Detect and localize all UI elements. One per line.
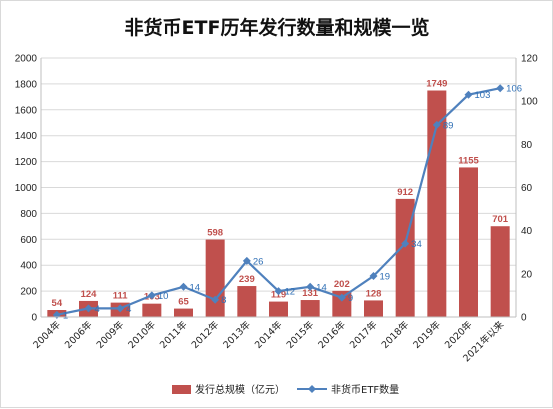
right-y-tick-label: 80 bbox=[521, 140, 533, 151]
line-point bbox=[274, 287, 283, 296]
bar bbox=[427, 90, 447, 317]
left-y-tick-label: 1800 bbox=[15, 79, 38, 90]
left-y-tick-label: 1200 bbox=[15, 157, 38, 168]
line-data-label: 34 bbox=[411, 239, 422, 250]
bar-data-label: 202 bbox=[334, 279, 350, 290]
x-tick-label: 2019年 bbox=[411, 318, 444, 351]
left-y-tick-label: 1400 bbox=[15, 131, 38, 142]
bar bbox=[269, 301, 288, 317]
line-data-label: 10 bbox=[158, 291, 169, 302]
bar bbox=[459, 167, 478, 317]
line-point bbox=[496, 84, 505, 93]
legend-line-marker bbox=[308, 385, 316, 393]
bar-data-label: 1749 bbox=[426, 79, 447, 90]
line-point bbox=[337, 293, 346, 302]
line-point bbox=[211, 295, 220, 304]
x-tick-label: 2013年 bbox=[221, 318, 254, 351]
legend-bar-swatch bbox=[172, 385, 191, 394]
line-data-label: 4 bbox=[126, 304, 131, 315]
bar bbox=[174, 308, 193, 317]
line-point bbox=[306, 282, 315, 291]
bar bbox=[237, 286, 257, 317]
right-y-tick-label: 40 bbox=[521, 226, 533, 237]
left-y-tick-label: 0 bbox=[31, 313, 37, 324]
left-y-tick-label: 2000 bbox=[15, 54, 38, 65]
x-tick-label: 2012年 bbox=[189, 318, 222, 351]
line-data-label: 89 bbox=[443, 120, 454, 131]
bar-data-label: 54 bbox=[52, 298, 63, 309]
x-tick-label: 2006年 bbox=[62, 318, 95, 351]
bar bbox=[142, 303, 162, 317]
line-data-label: 19 bbox=[380, 271, 391, 282]
x-tick-label: 2020年 bbox=[442, 318, 475, 351]
right-y-axis: 0 20 40 60 80 100 120 bbox=[515, 54, 538, 324]
left-y-tick-label: 1600 bbox=[15, 105, 38, 116]
bar-data-label: 131 bbox=[302, 288, 319, 299]
x-tick-label: 2009年 bbox=[94, 318, 127, 351]
chart-title: 非货币ETF历年发行数量和规模一览 bbox=[125, 16, 430, 39]
line-data-label: 1 bbox=[63, 310, 68, 321]
legend-bar-label: 发行总规模（亿元） bbox=[195, 383, 285, 396]
line-data-label: 14 bbox=[316, 282, 327, 293]
line-point bbox=[116, 304, 125, 313]
left-y-tick-label: 1000 bbox=[15, 183, 38, 194]
line-data-label: 26 bbox=[253, 256, 264, 267]
bar-data-label: 111 bbox=[113, 291, 129, 302]
legend: 发行总规模（亿元） 非货币ETF数量 bbox=[172, 383, 399, 396]
left-y-tick-label: 400 bbox=[20, 261, 37, 272]
bar-data-label: 701 bbox=[492, 214, 509, 225]
line-data-label: 106 bbox=[506, 84, 522, 95]
bar-data-label: 912 bbox=[397, 187, 413, 198]
x-tick-label: 2016年 bbox=[316, 318, 349, 351]
right-y-tick-label: 120 bbox=[521, 54, 538, 65]
legend-line-label: 非货币ETF数量 bbox=[331, 383, 399, 396]
bar-data-label: 1155 bbox=[458, 155, 479, 166]
bar bbox=[300, 300, 320, 317]
bar-data-label: 124 bbox=[81, 289, 98, 300]
line-point bbox=[179, 282, 188, 291]
x-axis: 2004年 2006年 2009年 2010年 2011年 2012年 2013年 2014年… bbox=[31, 316, 516, 364]
bar-data-label: 239 bbox=[239, 274, 255, 285]
x-tick-label: 2011年 bbox=[157, 318, 190, 351]
line-data-label: 103 bbox=[475, 90, 491, 101]
right-y-tick-label: 60 bbox=[521, 183, 533, 194]
line-data-label: 9 bbox=[348, 293, 353, 304]
line-point bbox=[147, 291, 156, 300]
x-tick-label: 2018年 bbox=[379, 318, 412, 351]
line-data-label: 4 bbox=[95, 304, 100, 315]
line-point bbox=[432, 120, 441, 129]
line-point bbox=[242, 256, 251, 265]
x-tick-label: 2017年 bbox=[347, 318, 380, 351]
left-y-axis: 0 200 400 600 800 1000 1200 1400 1600 1800 2000 bbox=[15, 54, 42, 324]
bar-series: 5412411110365598239119131202128912174911… bbox=[47, 79, 510, 317]
bar bbox=[490, 226, 510, 317]
bar bbox=[332, 290, 352, 317]
left-y-tick-label: 600 bbox=[20, 235, 37, 246]
line-data-label: 12 bbox=[285, 287, 296, 298]
x-tick-label: 2015年 bbox=[284, 318, 317, 351]
bar-data-label: 128 bbox=[366, 288, 382, 299]
line-data-label: 8 bbox=[221, 295, 226, 306]
line-point bbox=[401, 239, 410, 248]
x-tick-label: 2010年 bbox=[126, 318, 159, 351]
right-y-tick-label: 0 bbox=[521, 313, 527, 324]
right-y-tick-label: 20 bbox=[521, 269, 533, 280]
line-point bbox=[464, 90, 473, 99]
bar-data-label: 598 bbox=[207, 228, 223, 239]
left-y-tick-label: 200 bbox=[20, 287, 37, 298]
line-point bbox=[84, 304, 93, 313]
left-y-tick-label: 800 bbox=[20, 209, 37, 220]
bar bbox=[364, 300, 383, 317]
x-tick-label: 2014年 bbox=[252, 318, 285, 351]
grid-lines bbox=[41, 57, 516, 318]
line-data-label: 14 bbox=[190, 282, 201, 293]
bar-data-label: 65 bbox=[178, 297, 189, 308]
line-point bbox=[369, 271, 378, 280]
right-y-tick-label: 100 bbox=[521, 97, 538, 108]
